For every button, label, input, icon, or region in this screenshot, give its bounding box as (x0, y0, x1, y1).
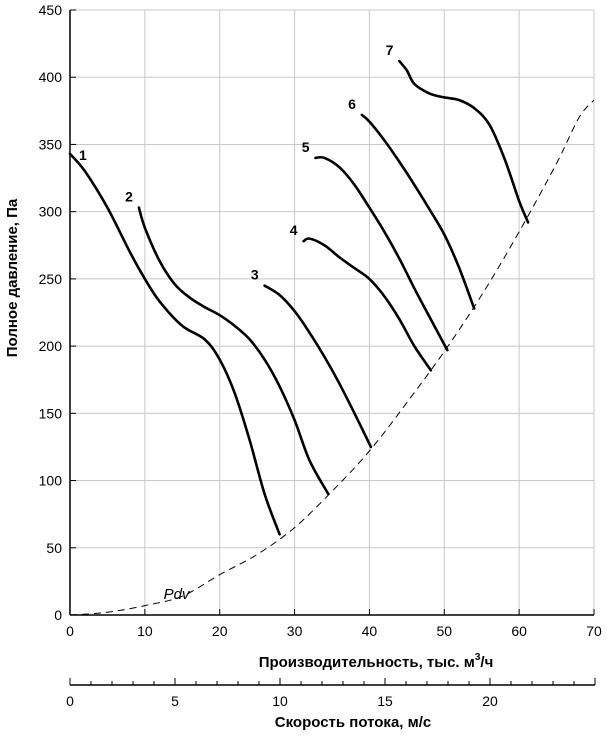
y-tick-label-100: 100 (39, 473, 63, 489)
series-group (68, 59, 530, 536)
series-curve-1 (68, 152, 281, 536)
secondary-x-tick-label-15: 15 (377, 693, 393, 709)
series-curve-2 (137, 206, 330, 496)
series-curve-3 (263, 284, 373, 449)
secondary-x-tick-label-5: 5 (171, 693, 179, 709)
y-tick-label-200: 200 (39, 338, 63, 354)
reference-curve-pdv (69, 99, 595, 616)
y-axis-title: Полное давление, Па (4, 198, 21, 357)
series-label-1: 1 (79, 147, 87, 163)
x-tick-label-70: 70 (586, 623, 602, 639)
series-label-7: 7 (386, 42, 394, 58)
secondary-x-tick-label-10: 10 (272, 693, 288, 709)
secondary-x-axis-title: Скорость потока, м/с (275, 714, 431, 731)
x-tick-label-20: 20 (212, 623, 228, 639)
x-tick-label-50: 50 (436, 623, 452, 639)
x-axis-title-tail: /ч (480, 654, 493, 671)
series-label-6: 6 (348, 96, 356, 112)
series-curve-6 (360, 113, 476, 310)
series-curve-4 (302, 237, 433, 372)
y-tick-label-150: 150 (39, 405, 63, 421)
x-tick-label-0: 0 (66, 623, 74, 639)
x-tick-label-30: 30 (287, 623, 303, 639)
x-axis-title-main: Производительность, тыс. м (259, 654, 475, 671)
reference-curve-label: Pdv (164, 586, 191, 603)
series-label-5: 5 (302, 139, 310, 155)
series-label-2: 2 (125, 189, 133, 205)
y-tick-label-50: 50 (46, 540, 62, 556)
y-tick-label-400: 400 (39, 69, 63, 85)
series-curve-7 (398, 59, 530, 224)
x-tick-label-10: 10 (137, 623, 153, 639)
y-tick-label-0: 0 (54, 607, 62, 623)
reference-curve-group (69, 99, 595, 616)
y-tick-label-300: 300 (39, 204, 63, 220)
series-label-3: 3 (251, 267, 259, 283)
y-tick-label-450: 450 (39, 2, 63, 18)
y-tick-label-250: 250 (39, 271, 63, 287)
x-tick-label-40: 40 (362, 623, 378, 639)
axes-group (69, 9, 596, 686)
x-tick-label-60: 60 (511, 623, 527, 639)
secondary-x-tick-label-20: 20 (482, 693, 498, 709)
x-axis-title-sup: 3 (475, 652, 481, 663)
series-label-4: 4 (290, 222, 298, 238)
series-curve-5 (314, 155, 449, 352)
y-tick-label-350: 350 (39, 136, 63, 152)
x-axis-title: Производительность, тыс. м3/ч (259, 652, 494, 671)
secondary-x-tick-label-0: 0 (66, 693, 74, 709)
